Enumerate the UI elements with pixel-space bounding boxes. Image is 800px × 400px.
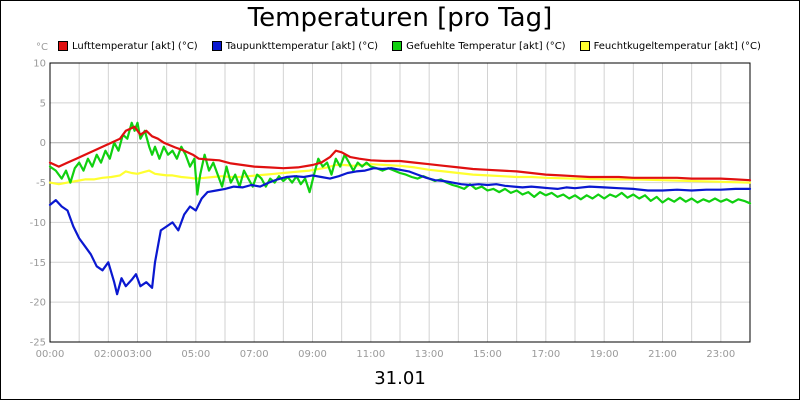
x-tick-label: 03:00 xyxy=(123,349,152,360)
legend-item-gefuehlte-temperatur: Gefuehlte Temperatur [akt] (°C) xyxy=(392,40,566,52)
y-tick-label: -5 xyxy=(36,178,46,189)
x-tick-label: 09:00 xyxy=(298,349,327,360)
y-tick-label: -25 xyxy=(30,338,46,349)
series-line-lufttemperatur xyxy=(48,125,752,182)
legend-swatch-gefuehlte-temperatur xyxy=(392,41,403,51)
x-tick-label: 19:00 xyxy=(590,349,619,360)
x-tick-label: 07:00 xyxy=(240,349,269,360)
x-tick-label: 11:00 xyxy=(356,349,385,360)
legend-label-lufttemperatur: Lufttemperatur [akt] (°C) xyxy=(72,40,198,52)
x-tick-label: 13:00 xyxy=(415,349,444,360)
series-line-taupunkttemperatur xyxy=(48,167,752,296)
x-tick-label: 00:00 xyxy=(36,349,65,360)
x-tick-label: 02:00 xyxy=(94,349,123,360)
legend-swatch-taupunkttemperatur xyxy=(211,41,222,51)
y-tick-label: 0 xyxy=(40,138,46,149)
y-tick-label: 10 xyxy=(33,59,46,70)
y-tick-label: -20 xyxy=(30,298,46,309)
x-tick-label: 15:00 xyxy=(473,349,502,360)
legend-label-taupunkttemperatur: Taupunkttemperatur [akt] (°C) xyxy=(225,40,379,52)
y-tick-label: -15 xyxy=(30,258,46,269)
x-tick-label: 05:00 xyxy=(181,349,210,360)
legend-swatch-feuchtkugeltemperatur xyxy=(579,41,590,51)
chart-legend: Lufttemperatur [akt] (°C) Taupunkttemper… xyxy=(58,39,761,53)
y-tick-label: 5 xyxy=(40,98,46,109)
legend-label-feuchtkugeltemperatur: Feuchtkugeltemperatur [akt] (°C) xyxy=(593,40,761,52)
y-tick-label: -10 xyxy=(30,218,46,229)
series-line-feuchtkugeltemperatur xyxy=(48,163,752,186)
legend-item-taupunkttemperatur: Taupunkttemperatur [akt] (°C) xyxy=(211,40,379,52)
x-tick-label: 21:00 xyxy=(648,349,677,360)
series-line-gefuehlte-temperatur xyxy=(48,121,752,205)
y-axis-unit-label: °C xyxy=(36,42,48,53)
legend-item-lufttemperatur: Lufttemperatur [akt] (°C) xyxy=(58,41,198,52)
x-tick-label: 17:00 xyxy=(531,349,560,360)
legend-item-feuchtkugeltemperatur: Feuchtkugeltemperatur [akt] (°C) xyxy=(579,40,761,52)
x-axis-date-label: 31.01 xyxy=(374,368,426,389)
chart-title: Temperaturen [pro Tag] xyxy=(247,3,553,33)
legend-label-gefuehlte-temperatur: Gefuehlte Temperatur [akt] (°C) xyxy=(406,40,566,52)
legend-swatch-lufttemperatur xyxy=(58,41,68,51)
x-tick-label: 23:00 xyxy=(706,349,735,360)
